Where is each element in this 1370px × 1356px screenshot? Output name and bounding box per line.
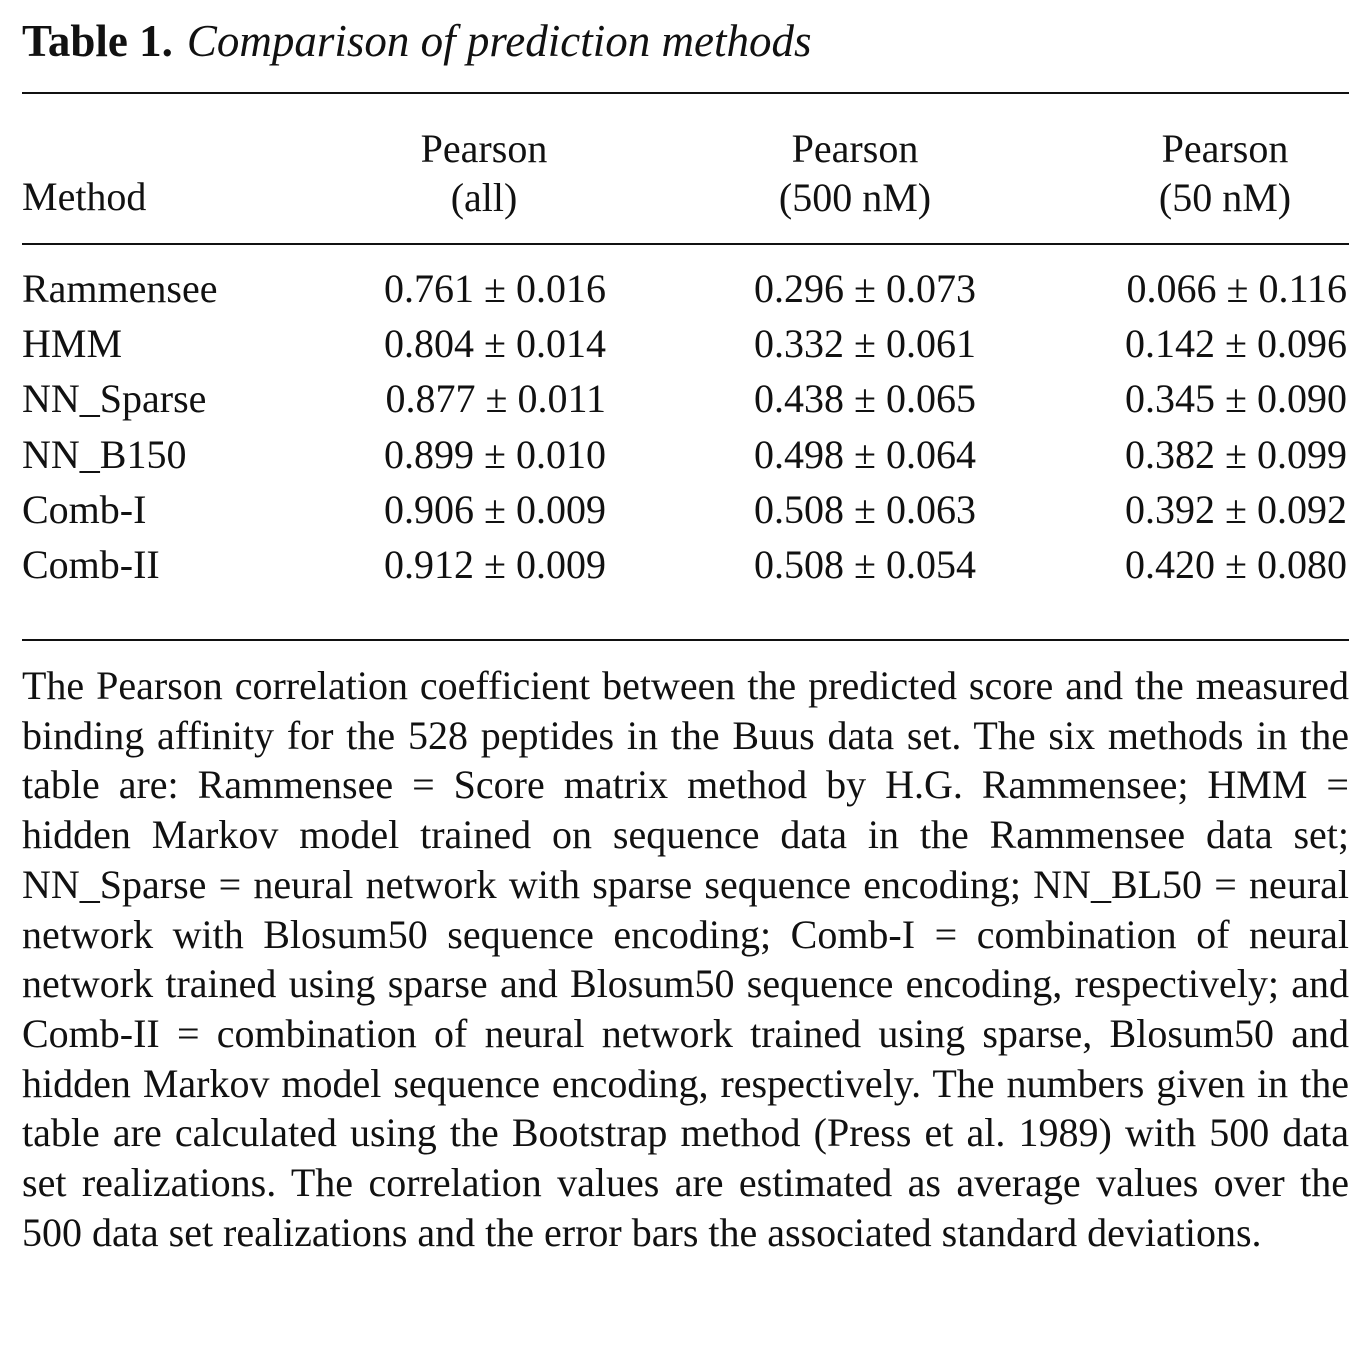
row-pearson-50nm-cell: 0.392 ± 0.092 <box>1125 487 1347 532</box>
header-pearson-500nm-line1: Pearson <box>791 126 919 171</box>
table-label: Table 1. <box>22 16 173 66</box>
row-pearson-50nm-cell: 0.420 ± 0.080 <box>1125 542 1347 587</box>
header-pearson-50nm: Pearson (50 nM) <box>1055 124 1370 222</box>
header-pearson-50nm-line2: (50 nM) <box>1158 175 1292 220</box>
row-pearson-50nm-cell: 0.345 ± 0.090 <box>1125 376 1347 421</box>
row-method-cell: Comb-II <box>22 542 160 587</box>
row-pearson-all-cell: 0.804 ± 0.014 <box>384 321 606 366</box>
row-method-cell: NN_B150 <box>22 432 187 477</box>
header-pearson-50nm-line1: Pearson <box>1161 126 1289 171</box>
row-pearson-500nm-cell: 0.508 ± 0.054 <box>754 542 976 587</box>
row-pearson-500nm-cell: 0.296 ± 0.073 <box>754 266 976 311</box>
header-pearson-all: Pearson (all) <box>314 124 654 222</box>
row-pearson-500nm-cell: 0.438 ± 0.065 <box>754 376 976 421</box>
table-title: Comparison of prediction methods <box>186 16 812 66</box>
row-pearson-50nm-cell: 0.382 ± 0.099 <box>1125 432 1347 477</box>
table-footnote: The Pearson correlation coefficient betw… <box>22 663 1349 1255</box>
header-method: Method <box>22 174 147 219</box>
row-pearson-all-cell: 0.912 ± 0.009 <box>384 542 606 587</box>
row-pearson-all-cell: 0.761 ± 0.016 <box>384 266 606 311</box>
top-rule <box>22 92 1349 94</box>
row-pearson-50nm-cell: 0.142 ± 0.096 <box>1125 321 1347 366</box>
row-method-cell: Rammensee <box>22 266 218 311</box>
header-pearson-500nm: Pearson (500 nM) <box>685 124 1025 222</box>
row-method-cell: Comb-I <box>22 487 147 532</box>
row-pearson-500nm-cell: 0.508 ± 0.063 <box>754 487 976 532</box>
header-pearson-all-line1: Pearson <box>420 126 548 171</box>
header-pearson-all-line2: (all) <box>450 175 518 220</box>
header-rule <box>22 243 1349 245</box>
bottom-rule <box>22 639 1349 641</box>
row-pearson-all-cell: 0.899 ± 0.010 <box>384 432 606 477</box>
row-method-cell: HMM <box>22 321 123 366</box>
table-caption: Table 1. Comparison of prediction methods <box>22 14 811 68</box>
row-method-cell: NN_Sparse <box>22 376 207 421</box>
row-pearson-500nm-cell: 0.498 ± 0.064 <box>754 432 976 477</box>
header-pearson-500nm-line2: (500 nM) <box>778 175 932 220</box>
row-pearson-all-cell: 0.877 ± 0.011 <box>385 376 606 421</box>
row-pearson-50nm-cell: 0.066 ± 0.116 <box>1126 266 1347 311</box>
row-pearson-500nm-cell: 0.332 ± 0.061 <box>754 321 976 366</box>
row-pearson-all-cell: 0.906 ± 0.009 <box>384 487 606 532</box>
